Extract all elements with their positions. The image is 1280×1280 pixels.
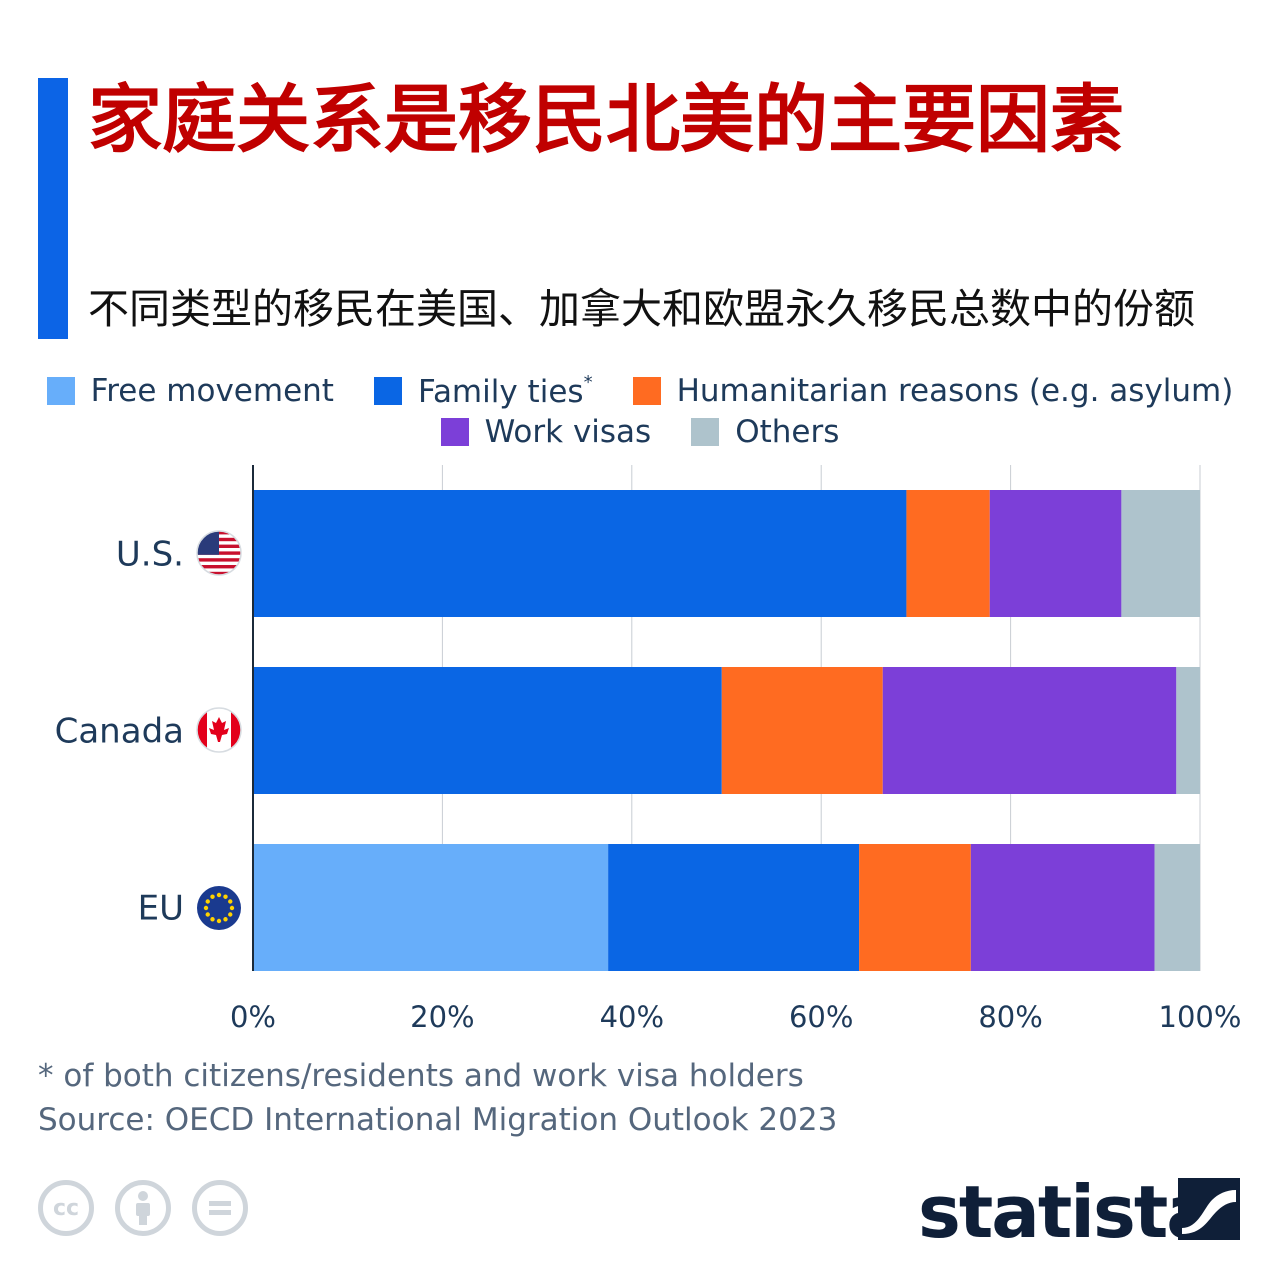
legend-label-work-visas: Work visas (484, 414, 652, 450)
legend-item-work-visas: Work visas (440, 414, 652, 450)
legend-item-humanitarian: Humanitarian reasons (e.g. asylum) (632, 373, 1234, 409)
legend-item-free-movement: Free movement (46, 373, 334, 409)
bar-segment (253, 844, 609, 971)
bar-segment (1154, 844, 1200, 971)
x-tick-label: 80% (978, 1000, 1042, 1034)
x-tick-label: 60% (789, 1000, 853, 1034)
bars (253, 490, 1200, 971)
legend-label-family-ties: Family ties (417, 374, 584, 410)
accent-bar (38, 78, 68, 339)
legend-label-others: Others (735, 414, 840, 450)
footnote: * of both citizens/residents and work vi… (38, 1058, 804, 1094)
legend-label-free-movement: Free movement (90, 373, 334, 409)
bar-segment (989, 490, 1122, 617)
legend-swatch-work-visas (440, 418, 469, 446)
legend-label-humanitarian: Humanitarian reasons (e.g. asylum) (676, 373, 1234, 409)
category-label: U.S. (116, 535, 184, 575)
canada-flag-icon (196, 707, 242, 753)
stacked-bar-chart: U.S. Canada EU 0% 20% 40% 60% 80% 100% (55, 465, 1241, 1034)
attribution-icon[interactable] (115, 1180, 171, 1236)
x-tick-label: 100% (1159, 1000, 1242, 1034)
legend-swatch-humanitarian (632, 377, 661, 405)
us-flag-icon (196, 530, 242, 576)
no-derivatives-icon[interactable] (192, 1180, 248, 1236)
bar-segment (608, 844, 860, 971)
cc-icon[interactable]: cc (38, 1180, 94, 1236)
page-subtitle: 不同类型的移民在美国、加拿大和欧盟永久移民总数中的份额 (88, 285, 1195, 333)
category-label: EU (138, 889, 184, 929)
eu-flag-icon (197, 886, 241, 930)
page-title: 家庭关系是移民北美的主要因素 (88, 77, 1124, 163)
bar-segment (1176, 667, 1200, 794)
legend-swatch-others (691, 418, 720, 446)
statista-logo-icon[interactable] (1178, 1178, 1240, 1240)
bar-segment (859, 844, 971, 971)
x-tick-label: 0% (230, 1000, 276, 1034)
statista-logo-text[interactable]: statista (918, 1170, 1215, 1254)
legend-row-2: Work visas Others (0, 414, 1280, 450)
bar-segment (970, 844, 1155, 971)
legend-swatch-free-movement (46, 377, 75, 405)
bar-segment (253, 490, 907, 617)
source-text: Source: OECD International Migration Out… (38, 1102, 838, 1138)
bar-segment (253, 667, 722, 794)
bar-segment (1121, 490, 1200, 617)
bar-segment (906, 490, 990, 617)
footnote-marker: * (583, 372, 593, 393)
legend-swatch-family-ties (373, 377, 402, 405)
legend-row-1: Free movement Family ties* Humanitarian … (0, 372, 1280, 410)
bar-segment (721, 667, 883, 794)
x-tick-label: 40% (600, 1000, 664, 1034)
legend-item-family-ties: Family ties* (373, 372, 593, 410)
category-label: Canada (55, 712, 184, 752)
bar-segment (882, 667, 1177, 794)
x-tick-label: 20% (410, 1000, 474, 1034)
legend-item-others: Others (691, 414, 839, 450)
x-tick-labels: 0% 20% 40% 60% 80% 100% (230, 1000, 1241, 1034)
category-labels: U.S. Canada EU (55, 535, 184, 929)
